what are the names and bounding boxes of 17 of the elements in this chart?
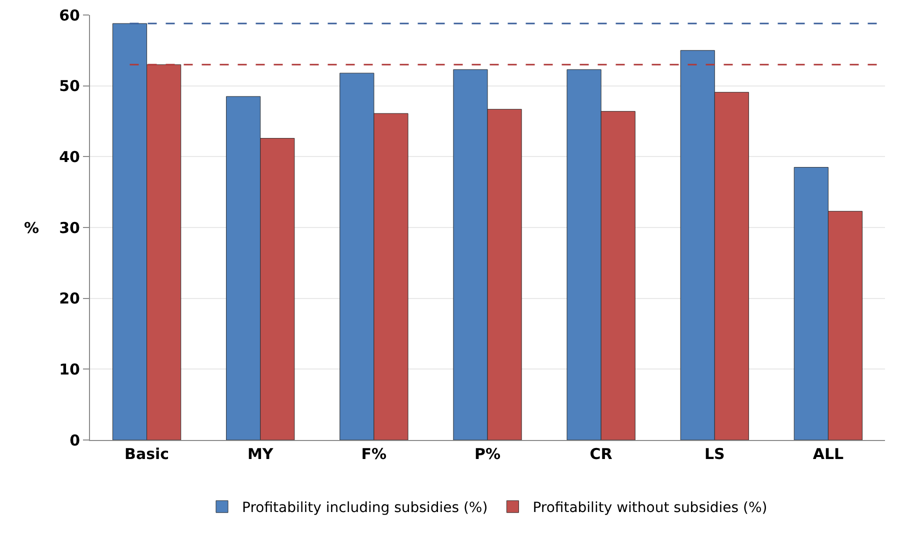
y-tick-label: 50 bbox=[59, 77, 80, 96]
x-tick-label: ALL bbox=[812, 445, 844, 463]
y-axis-title: % bbox=[24, 219, 40, 237]
x-tick-label: F% bbox=[361, 445, 387, 463]
y-tick-label: 30 bbox=[59, 218, 80, 237]
x-tick-label: Basic bbox=[124, 445, 170, 463]
legend-label: Profitability without subsidies (%) bbox=[532, 500, 768, 516]
y-tick-label: 10 bbox=[59, 360, 80, 378]
y-tick-label: 40 bbox=[59, 148, 80, 166]
y-tick-label: 60 bbox=[59, 6, 80, 24]
x-tick-label: CR bbox=[590, 445, 613, 463]
legend-label: Profitability including subsidies (%) bbox=[242, 500, 488, 516]
x-tick-label: MY bbox=[247, 445, 274, 463]
y-tick-label: 0 bbox=[70, 431, 80, 450]
x-tick-label: LS bbox=[704, 445, 725, 463]
x-tick-label: P% bbox=[474, 445, 501, 463]
y-tick-label: 20 bbox=[59, 290, 80, 308]
